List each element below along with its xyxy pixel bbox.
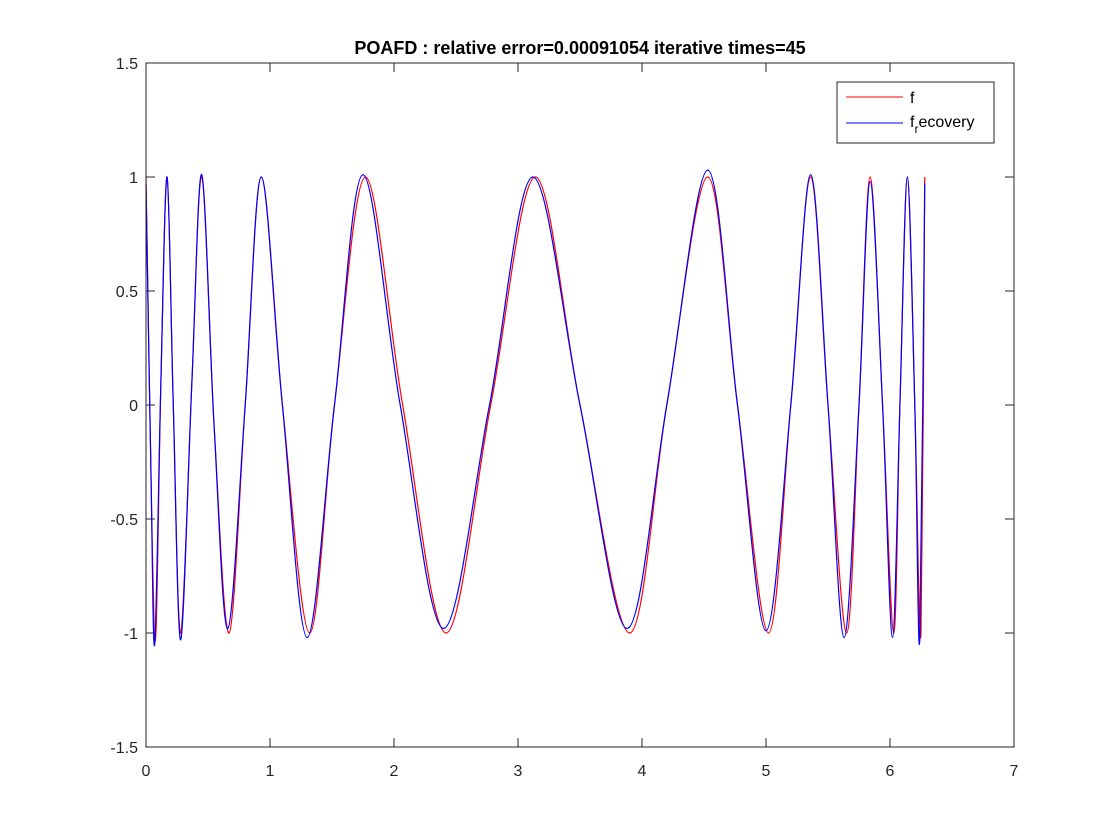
x-tick-label: 7 xyxy=(1010,763,1019,780)
legend-label-f-recovery: frecovery xyxy=(910,114,974,136)
x-tick-label: 5 xyxy=(762,763,771,780)
legend-box xyxy=(836,81,995,144)
legend: f frecovery xyxy=(836,81,995,144)
x-tick-label: 6 xyxy=(886,763,895,780)
y-tick-label: -1 xyxy=(124,626,138,643)
plot-frame xyxy=(145,62,1015,748)
x-tick-label: 1 xyxy=(266,763,275,780)
y-tick-label: 1 xyxy=(129,170,138,187)
legend-label-f: f xyxy=(910,90,915,107)
chart-title: POAFD : relative error=0.00091054 iterat… xyxy=(354,38,805,58)
x-tick-label: 4 xyxy=(638,763,647,780)
y-tick-label: -0.5 xyxy=(110,512,138,529)
y-tick-label: 1.5 xyxy=(116,56,138,73)
x-tick-label: 0 xyxy=(142,763,151,780)
y-tick-label: 0.5 xyxy=(116,284,138,301)
y-tick-label: 0 xyxy=(129,398,138,415)
axis-tick-labels: 0 1 2 3 4 5 6 7 -1.5 -1 -0.5 0 0.5 1 1.5 xyxy=(110,56,1018,780)
x-tick-label: 3 xyxy=(514,763,523,780)
y-tick-label: -1.5 xyxy=(110,740,138,757)
series-line-f-recovery xyxy=(145,169,926,647)
x-tick-label: 2 xyxy=(390,763,399,780)
series-layer xyxy=(145,169,926,647)
